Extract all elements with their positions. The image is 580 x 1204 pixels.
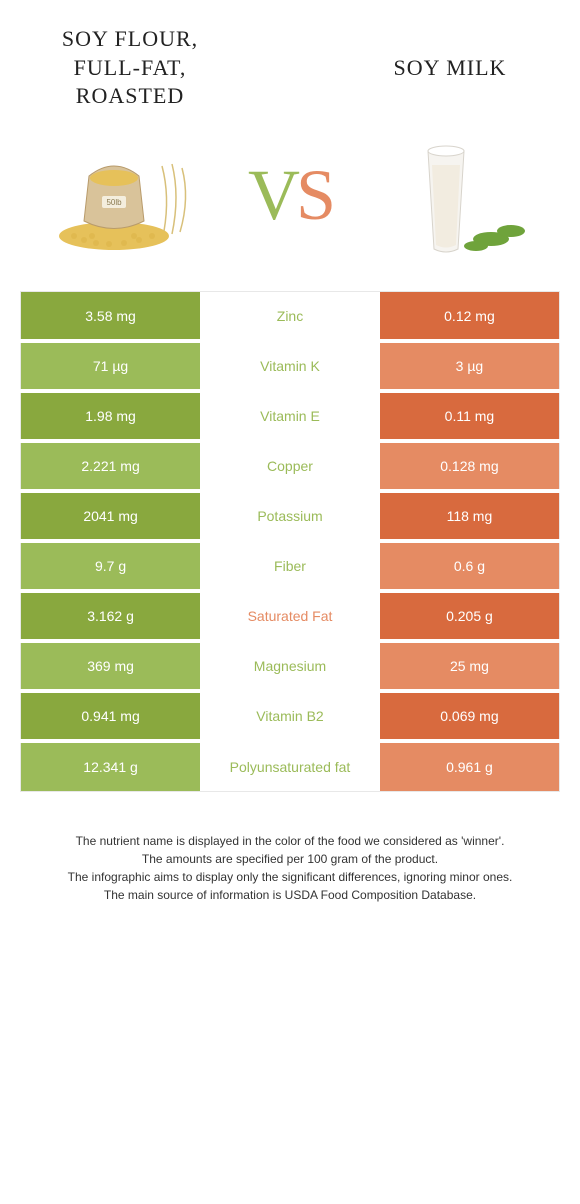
soy-flour-icon: 50lb xyxy=(39,131,209,261)
nutrient-name: Copper xyxy=(200,441,380,491)
food-left-title: SOY FLOUR, FULL-FAT, ROASTED xyxy=(30,25,230,111)
table-row: 9.7 gFiber0.6 g xyxy=(21,541,560,591)
nutrient-name: Magnesium xyxy=(200,641,380,691)
table-row: 0.941 mgVitamin B20.069 mg xyxy=(21,691,560,741)
soy-milk-icon xyxy=(371,131,541,261)
nutrient-name: Vitamin E xyxy=(200,391,380,441)
vs-s: S xyxy=(296,155,332,235)
nutrient-right-value: 0.12 mg xyxy=(380,291,560,341)
nutrient-name: Saturated Fat xyxy=(200,591,380,641)
nutrient-name: Polyunsaturated fat xyxy=(200,741,380,791)
table-row: 369 mgMagnesium25 mg xyxy=(21,641,560,691)
nutrient-right-value: 25 mg xyxy=(380,641,560,691)
nutrient-table: 3.58 mgZinc0.12 mg71 µgVitamin K3 µg1.98… xyxy=(20,291,560,792)
nutrient-name: Fiber xyxy=(200,541,380,591)
nutrient-right-value: 0.069 mg xyxy=(380,691,560,741)
nutrient-left-value: 2.221 mg xyxy=(21,441,201,491)
nutrient-right-value: 0.6 g xyxy=(380,541,560,591)
nutrient-right-value: 3 µg xyxy=(380,341,560,391)
nutrient-name: Vitamin B2 xyxy=(200,691,380,741)
nutrient-left-value: 1.98 mg xyxy=(21,391,201,441)
food-right-title: SOY MILK xyxy=(350,54,550,83)
images-row: 50lb VS xyxy=(0,121,580,291)
nutrient-left-value: 0.941 mg xyxy=(21,691,201,741)
table-row: 2.221 mgCopper0.128 mg xyxy=(21,441,560,491)
table-row: 12.341 gPolyunsaturated fat0.961 g xyxy=(21,741,560,791)
nutrient-right-value: 0.205 g xyxy=(380,591,560,641)
nutrient-right-value: 118 mg xyxy=(380,491,560,541)
vs-label: VS xyxy=(248,154,332,237)
nutrient-name: Potassium xyxy=(200,491,380,541)
nutrient-left-value: 3.162 g xyxy=(21,591,201,641)
footer-line2: The amounts are specified per 100 gram o… xyxy=(15,850,565,868)
footer-line1: The nutrient name is displayed in the co… xyxy=(15,832,565,850)
nutrient-left-value: 12.341 g xyxy=(21,741,201,791)
nutrient-name: Zinc xyxy=(200,291,380,341)
nutrient-name: Vitamin K xyxy=(200,341,380,391)
nutrient-left-value: 9.7 g xyxy=(21,541,201,591)
title-left-line2: FULL-FAT, xyxy=(74,55,187,80)
title-left-line1: SOY FLOUR, xyxy=(62,26,198,51)
nutrient-left-value: 369 mg xyxy=(21,641,201,691)
nutrient-right-value: 0.961 g xyxy=(380,741,560,791)
table-row: 71 µgVitamin K3 µg xyxy=(21,341,560,391)
svg-text:50lb: 50lb xyxy=(107,198,123,207)
vs-v: V xyxy=(248,155,296,235)
nutrient-left-value: 2041 mg xyxy=(21,491,201,541)
footer-notes: The nutrient name is displayed in the co… xyxy=(0,792,580,924)
title-left-line3: ROASTED xyxy=(76,83,184,108)
table-row: 2041 mgPotassium118 mg xyxy=(21,491,560,541)
nutrient-right-value: 0.11 mg xyxy=(380,391,560,441)
table-row: 3.58 mgZinc0.12 mg xyxy=(21,291,560,341)
table-row: 3.162 gSaturated Fat0.205 g xyxy=(21,591,560,641)
header: SOY FLOUR, FULL-FAT, ROASTED SOY MILK xyxy=(0,0,580,121)
footer-line3: The infographic aims to display only the… xyxy=(15,868,565,886)
footer-line4: The main source of information is USDA F… xyxy=(15,886,565,904)
nutrient-left-value: 71 µg xyxy=(21,341,201,391)
nutrient-right-value: 0.128 mg xyxy=(380,441,560,491)
nutrient-left-value: 3.58 mg xyxy=(21,291,201,341)
table-row: 1.98 mgVitamin E0.11 mg xyxy=(21,391,560,441)
